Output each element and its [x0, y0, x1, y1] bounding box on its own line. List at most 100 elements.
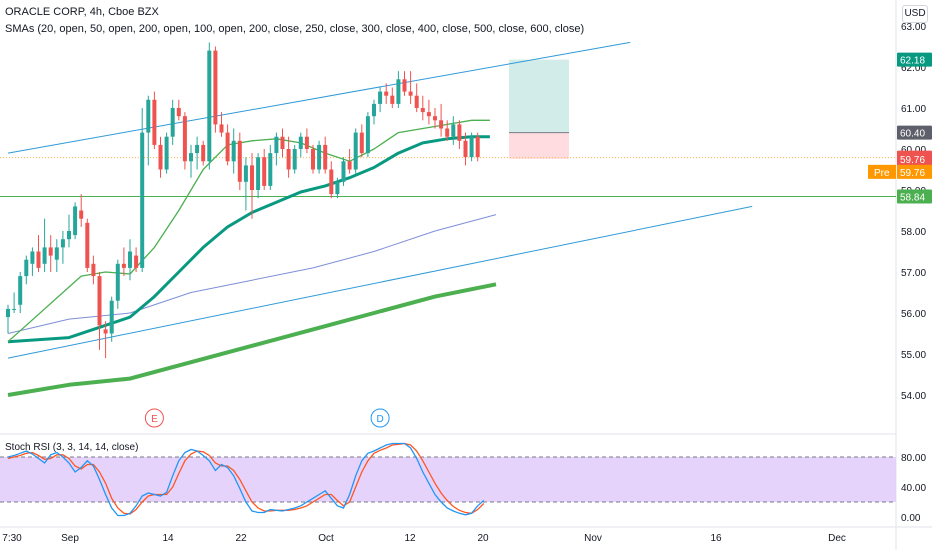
- candle: [176, 99, 181, 121]
- candle-body: [372, 103, 376, 117]
- candle: [42, 218, 47, 272]
- time-tick-label: 7:30: [2, 533, 22, 544]
- candle: [262, 149, 267, 190]
- price-tick-label: 60.00: [901, 145, 926, 156]
- price-tick-label: 62.00: [901, 63, 926, 74]
- candle-body: [243, 165, 248, 182]
- event-circle: [370, 408, 390, 428]
- candles: [6, 42, 480, 359]
- candle: [256, 153, 261, 199]
- stoch-band: [0, 457, 896, 502]
- time-axis[interactable]: 7:30 Sep 14 22 Oct 12 20 Nov 16 Dec: [2, 533, 846, 544]
- time-tick-label: 12: [404, 533, 416, 544]
- candle-body: [237, 140, 242, 182]
- candle-body: [426, 112, 431, 117]
- candle: [274, 132, 279, 166]
- pre-value: 59.76: [900, 168, 925, 179]
- position-tool[interactable]: [509, 59, 569, 159]
- candle: [317, 140, 322, 174]
- candle-body: [140, 132, 145, 268]
- pre-value-bg: [897, 164, 932, 179]
- candle: [396, 71, 401, 108]
- profit-zone: [509, 59, 569, 133]
- candle-body: [378, 91, 383, 104]
- candle: [353, 128, 358, 174]
- candle: [91, 255, 96, 285]
- event-d-marker[interactable]: D: [370, 408, 390, 428]
- event-e-marker[interactable]: E: [144, 408, 164, 428]
- candle-body: [60, 239, 65, 248]
- channel-lower-line: [7, 205, 753, 359]
- candle: [402, 71, 407, 96]
- candle: [134, 247, 139, 272]
- candle-body: [213, 50, 218, 125]
- candle: [146, 95, 151, 166]
- candle-body: [268, 153, 273, 186]
- price-tag-label: 62.18: [900, 56, 925, 67]
- candle-body: [280, 136, 285, 149]
- trend-lines[interactable]: [0, 41, 896, 359]
- time-tick-label: 22: [235, 533, 247, 544]
- candle-body: [420, 108, 425, 113]
- candle: [48, 235, 53, 272]
- candle: [237, 132, 242, 190]
- candle-body: [219, 124, 224, 133]
- price-tag: 59.76: [897, 151, 932, 166]
- candle: [36, 235, 41, 272]
- time-tick-label: 20: [477, 533, 489, 544]
- price-tag: 58.84: [897, 189, 932, 204]
- candle-body: [451, 124, 456, 137]
- sma-blue: [7, 214, 497, 334]
- price-axis[interactable]: 63.0062.0061.0060.0059.0058.0057.0056.00…: [868, 22, 932, 402]
- currency-button[interactable]: USD: [902, 5, 928, 23]
- price-tag-bg: [897, 125, 932, 140]
- candle-body: [329, 169, 334, 195]
- candle-body: [347, 161, 352, 170]
- price-tick-label: 61.00: [901, 104, 926, 115]
- candle-body: [42, 247, 47, 264]
- candle-body: [286, 149, 291, 170]
- candle-body: [128, 251, 132, 268]
- candle-body: [164, 136, 169, 170]
- candle: [225, 124, 230, 166]
- candle: [60, 231, 65, 264]
- candle-body: [158, 144, 163, 170]
- price-tick-label: 58.00: [901, 227, 926, 238]
- stoch-tick-label: 0.00: [901, 513, 921, 524]
- candle-body: [36, 251, 41, 268]
- sma-long: [7, 282, 497, 397]
- candle-body: [402, 79, 407, 92]
- price-tick-label: 55.00: [901, 350, 926, 361]
- candle-body: [54, 247, 59, 260]
- candle: [164, 132, 169, 174]
- candle-body: [225, 132, 230, 162]
- candle: [420, 95, 425, 121]
- candle-body: [79, 210, 84, 219]
- candle-body: [341, 161, 346, 182]
- candle-body: [433, 116, 437, 121]
- candle: [79, 194, 84, 227]
- candle: [6, 304, 10, 334]
- price-tag-label: 58.84: [900, 193, 925, 204]
- candle-body: [274, 136, 279, 154]
- candle-body: [91, 263, 96, 277]
- candle: [97, 272, 102, 350]
- candle-body: [390, 95, 395, 104]
- candle-body: [18, 276, 23, 305]
- candle-body: [6, 308, 10, 318]
- candle-body: [317, 144, 322, 170]
- candle-body: [469, 136, 474, 158]
- pre-label: Pre: [874, 168, 890, 179]
- candle: [121, 247, 126, 277]
- candle-body: [103, 329, 108, 334]
- candle: [433, 108, 437, 129]
- candle: [18, 272, 23, 313]
- candle: [207, 42, 212, 170]
- candle: [24, 255, 29, 285]
- loss-zone: [509, 132, 569, 159]
- candle-body: [445, 128, 450, 137]
- candle: [152, 91, 157, 149]
- candle: [231, 128, 236, 174]
